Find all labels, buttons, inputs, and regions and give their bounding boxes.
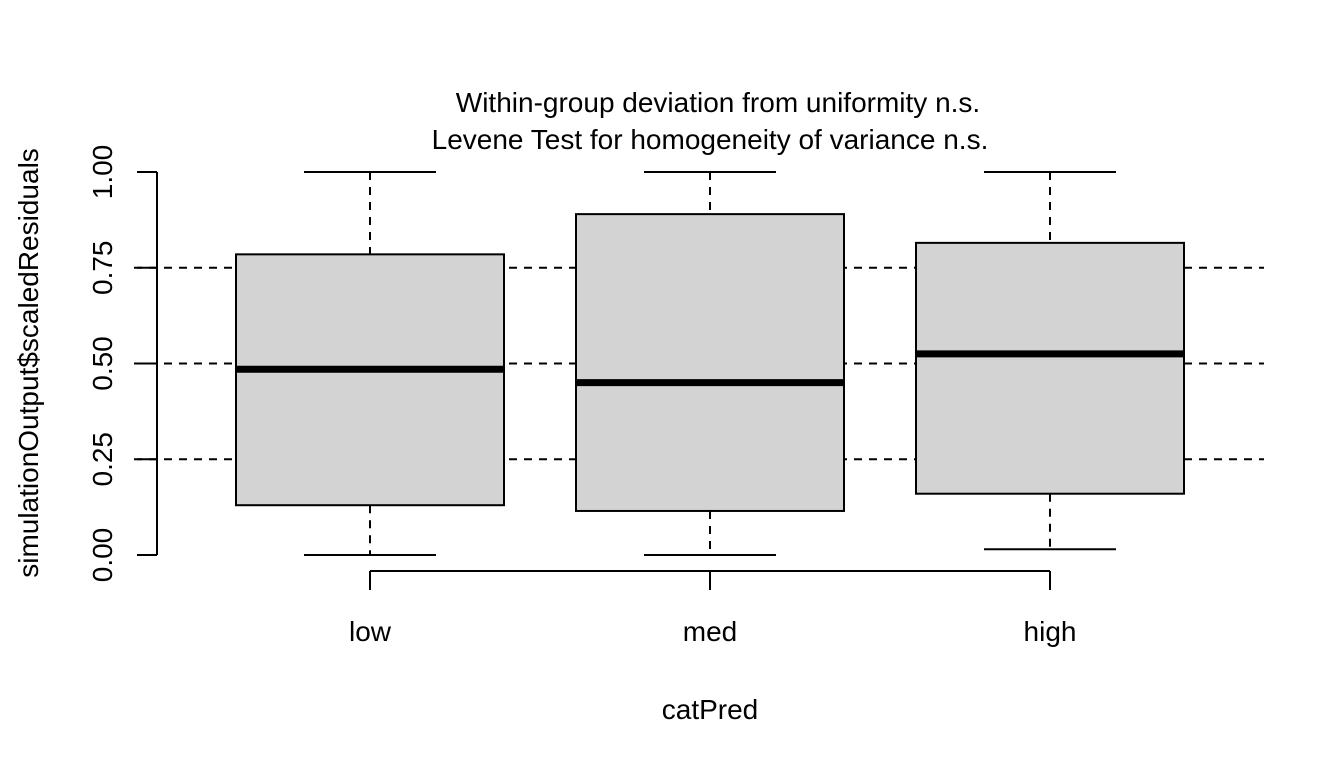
box-iqr [575,213,845,512]
y-axis-label: simulationOutput$scaledResiduals [13,148,44,578]
y-tick-label: 1.00 [87,145,118,200]
x-axis-label: catPred [662,694,759,725]
y-tick-label: 0.75 [87,241,118,296]
box-iqr [235,253,505,507]
box-med [575,171,845,556]
boxes [235,171,1185,556]
y-tick-label: 0.50 [87,336,118,391]
axes: 0.00 0.25 0.50 0.75 1.00 low med high [87,145,1076,647]
x-tick-label-med: med [683,616,737,647]
chart-title-line-2: Levene Test for homogeneity of variance … [432,124,989,155]
y-tick-label: 0.25 [87,432,118,487]
box-high [915,171,1185,551]
x-tick-label-low: low [349,616,392,647]
y-tick-label: 0.00 [87,528,118,583]
box-iqr [915,241,1185,495]
chart-title-line-1: Within-group deviation from uniformity n… [456,87,980,118]
box-low [235,171,505,556]
x-tick-label-high: high [1024,616,1077,647]
